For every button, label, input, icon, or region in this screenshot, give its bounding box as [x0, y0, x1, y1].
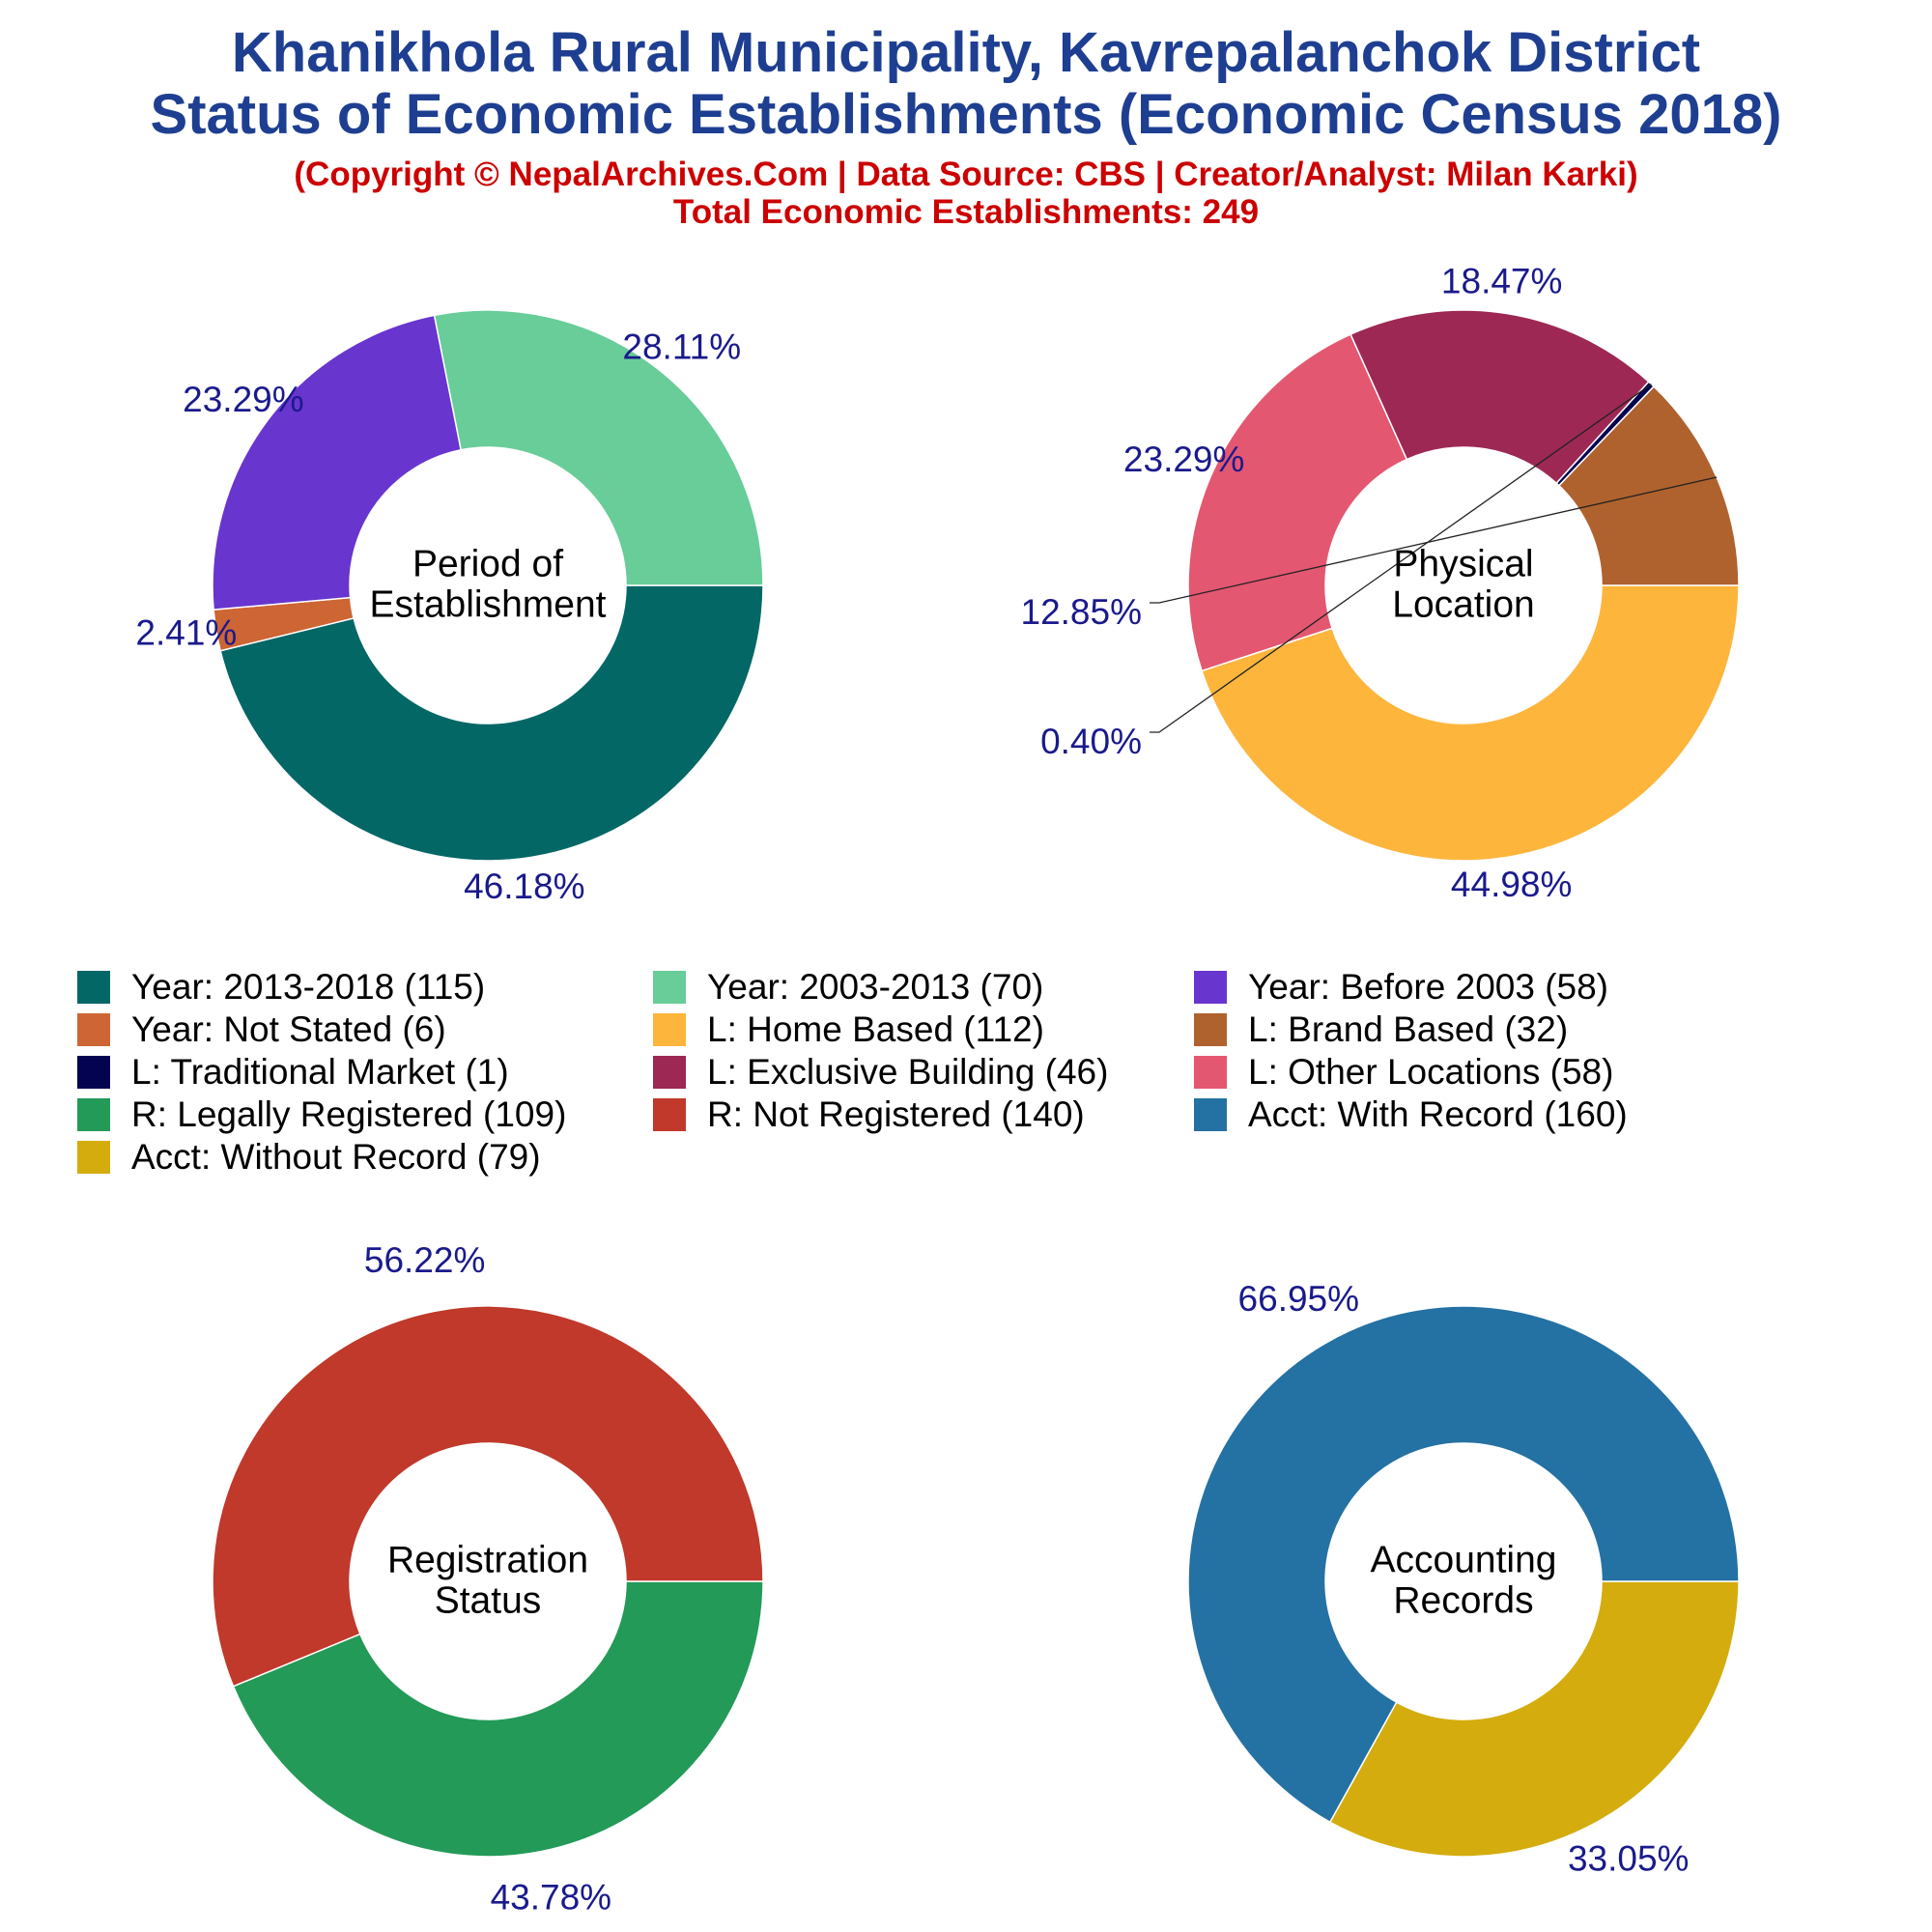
legend-label: L: Traditional Market (1): [131, 1052, 509, 1092]
donut-slice: [1328, 1580, 1740, 1858]
legend-swatch: [77, 971, 110, 1004]
donut-center-label: Accounting: [1371, 1539, 1557, 1580]
donut-slice: [212, 314, 463, 611]
slice-percentage-label: 23.29%: [183, 380, 304, 419]
legend-swatch: [77, 1098, 110, 1131]
legend-item: L: Traditional Market (1): [77, 1051, 509, 1094]
donut-center-label: Records: [1393, 1579, 1533, 1621]
legend-swatch: [77, 1056, 110, 1089]
legend-label: Year: 2013-2018 (115): [131, 967, 486, 1007]
legend-swatch: [653, 1013, 686, 1046]
donut-chart-1: 46.18% 2.41% 23.29% 28.11% Period ofEstablis…: [135, 309, 764, 906]
legend-swatch: [1194, 1098, 1227, 1131]
donut-center-label: Location: [1392, 583, 1534, 625]
legend-swatch: [1194, 1056, 1227, 1089]
legend-item: L: Brand Based (32): [1194, 1009, 1568, 1051]
legend-item: R: Legally Registered (109): [77, 1094, 566, 1136]
slice-percentage-label: 46.18%: [464, 867, 585, 906]
slice-percentage-label: 12.85%: [1021, 592, 1143, 632]
donut-slice: [1350, 309, 1650, 485]
legend-item: Year: 2003-2013 (70): [653, 966, 1043, 1009]
legend-label: Year: 2003-2013 (70): [707, 967, 1044, 1007]
legend-label: R: Not Registered (140): [707, 1094, 1085, 1134]
legend-item: L: Other Locations (58): [1194, 1051, 1613, 1094]
donut-center-label: Status: [435, 1579, 542, 1621]
donut-center-label: Physical: [1393, 543, 1533, 584]
legend-item: Acct: Without Record (79): [77, 1136, 541, 1179]
leader-line: [1150, 384, 1652, 733]
legend-item: Year: 2013-2018 (115): [77, 966, 485, 1009]
donut-slice: [232, 1580, 764, 1858]
legend-label: Year: Before 2003 (58): [1248, 967, 1608, 1007]
slice-percentage-label: 44.98%: [1451, 865, 1573, 904]
donut-center-label: Establishment: [370, 583, 607, 625]
legend-label: L: Brand Based (32): [1248, 1009, 1569, 1049]
donut-slice: [1187, 1305, 1740, 1824]
slice-percentage-label: 28.11%: [622, 327, 741, 366]
legend-label: L: Other Locations (58): [1248, 1052, 1614, 1092]
donut-center-label: Period of: [412, 543, 563, 584]
slice-percentage-label: 66.95%: [1238, 1279, 1360, 1319]
slice-percentage-label: 43.78%: [491, 1878, 612, 1918]
legend-swatch: [77, 1013, 110, 1046]
slice-percentage-label: 2.41%: [135, 612, 237, 652]
legend-item: L: Home Based (112): [653, 1009, 1044, 1051]
legend-label: Acct: Without Record (79): [131, 1137, 541, 1177]
slice-percentage-label: 33.05%: [1568, 1839, 1690, 1879]
donut-center-label: Registration: [387, 1539, 588, 1580]
legend-label: Acct: With Record (160): [1248, 1094, 1628, 1134]
chart-subtitle: (Copyright © NepalArchives.Com | Data So…: [294, 156, 1638, 193]
donut-slice: [1557, 385, 1740, 586]
legend-label: Year: Not Stated (6): [131, 1009, 446, 1049]
legend-swatch: [1194, 1013, 1227, 1046]
slice-percentage-label: 18.47%: [1441, 261, 1563, 300]
legend-swatch: [653, 1056, 686, 1089]
slice-percentage-label: 56.22%: [364, 1240, 486, 1280]
legend-swatch: [653, 971, 686, 1004]
donut-slice: [433, 309, 764, 586]
donut-slice: [212, 1305, 764, 1688]
legend-item: L: Exclusive Building (46): [653, 1051, 1108, 1094]
slice-percentage-label: 0.40%: [1040, 722, 1142, 761]
legend-label: R: Legally Registered (109): [131, 1094, 567, 1134]
donut-chart-2: 44.98% 23.29% 18.47% 0.40% 12.85% PhysicalLoc…: [1021, 261, 1740, 904]
legend-item: R: Not Registered (140): [653, 1094, 1085, 1136]
donut-slice: [1187, 333, 1408, 672]
donut-slice: [1201, 584, 1740, 862]
legend-label: L: Exclusive Building (46): [707, 1052, 1109, 1092]
chart-title-line-1: Khanikhola Rural Municipality, Kavrepala…: [231, 21, 1701, 84]
donut-slice: [219, 584, 764, 862]
legend-label: L: Home Based (112): [707, 1009, 1044, 1049]
slice-percentage-label: 23.29%: [1123, 440, 1245, 479]
legend-item: Year: Not Stated (6): [77, 1009, 446, 1051]
legend-item: Year: Before 2003 (58): [1194, 966, 1608, 1009]
legend-swatch: [77, 1141, 110, 1174]
total-establishments: Total Economic Establishments: 249: [672, 193, 1260, 231]
legend-item: Acct: With Record (160): [1194, 1094, 1628, 1136]
chart-title-line-2: Status of Economic Establishments (Econo…: [150, 83, 1782, 146]
leader-line: [1150, 476, 1718, 604]
legend-swatch: [653, 1098, 686, 1131]
legend-swatch: [1194, 971, 1227, 1004]
